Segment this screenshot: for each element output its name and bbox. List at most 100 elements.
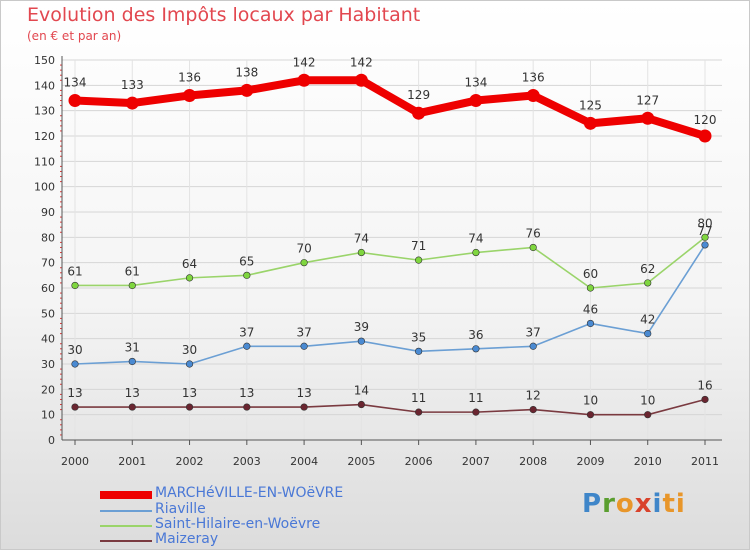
- data-label: 127: [636, 93, 659, 107]
- data-point: [185, 403, 194, 411]
- data-point: [357, 248, 365, 257]
- data-point: [71, 281, 79, 290]
- y-tick-label: 0: [48, 434, 55, 447]
- data-point: [300, 403, 308, 411]
- data-label: 136: [178, 70, 201, 84]
- data-point: [415, 408, 423, 416]
- y-tick-label: 80: [41, 231, 55, 244]
- legend-swatch: [100, 510, 152, 512]
- y-tick-label: 110: [34, 155, 55, 168]
- data-label: 30: [182, 343, 197, 357]
- data-point: [243, 403, 251, 411]
- data-point: [472, 408, 480, 416]
- data-point: [68, 94, 82, 108]
- series-line: [74, 244, 706, 365]
- data-point: [472, 248, 480, 257]
- data-point: [644, 411, 652, 419]
- data-point: [415, 347, 423, 355]
- data-label: 138: [235, 65, 258, 79]
- data-point: [586, 319, 595, 328]
- y-tick-label: 70: [41, 257, 55, 270]
- x-tick-label: 2010: [634, 455, 662, 468]
- x-tick-label: 2005: [347, 455, 375, 468]
- data-point: [526, 88, 540, 102]
- data-label: 133: [121, 78, 144, 92]
- data-label: 42: [640, 313, 655, 327]
- data-point: [185, 274, 194, 282]
- data-label: 74: [354, 232, 369, 246]
- y-tick-label: 100: [34, 181, 55, 194]
- legend-swatch: [100, 491, 152, 499]
- y-tick-label: 30: [41, 358, 55, 371]
- data-point: [644, 279, 652, 287]
- data-label: 13: [67, 386, 82, 400]
- data-label: 61: [125, 264, 140, 278]
- data-point: [128, 281, 136, 290]
- y-tick-label: 50: [41, 307, 55, 320]
- data-point: [529, 243, 537, 252]
- data-point: [297, 73, 311, 87]
- chart-subtitle: (en € et par an): [27, 29, 122, 43]
- y-tick-label: 130: [34, 105, 55, 118]
- data-point: [357, 400, 365, 409]
- data-label: 46: [583, 302, 598, 316]
- data-point: [243, 271, 251, 279]
- legend-label: Riaville: [155, 501, 206, 517]
- x-tick-label: 2006: [405, 455, 433, 468]
- series-line: [71, 76, 709, 140]
- data-label: 31: [125, 340, 140, 354]
- data-point: [469, 94, 483, 108]
- data-label: 129: [407, 88, 430, 102]
- data-point: [586, 284, 595, 292]
- data-point: [243, 342, 251, 350]
- x-tick-label: 2003: [233, 455, 261, 468]
- data-label: 16: [697, 378, 712, 392]
- data-point: [300, 342, 308, 350]
- data-point: [354, 73, 368, 87]
- proxiti-logo: Proxiti: [582, 489, 686, 519]
- data-point: [415, 256, 423, 264]
- data-label: 60: [583, 267, 598, 281]
- data-point: [698, 129, 712, 143]
- data-label: 37: [239, 325, 254, 339]
- data-label: 13: [125, 386, 140, 400]
- data-label: 10: [640, 394, 655, 408]
- data-point: [71, 403, 79, 411]
- data-label: 36: [468, 328, 483, 342]
- data-label: 70: [296, 242, 311, 256]
- data-point: [701, 241, 709, 249]
- data-point: [240, 83, 254, 97]
- data-point: [71, 360, 79, 368]
- y-tick-label: 90: [41, 206, 55, 219]
- data-point: [529, 342, 537, 350]
- data-label: 30: [67, 343, 82, 357]
- data-point: [357, 337, 365, 345]
- y-tick-label: 140: [34, 79, 55, 92]
- data-label: 13: [296, 386, 311, 400]
- data-point: [529, 406, 537, 414]
- data-label: 13: [239, 386, 254, 400]
- data-label: 125: [579, 98, 602, 112]
- y-tick-label: 150: [34, 54, 55, 67]
- x-tick-label: 2004: [290, 455, 318, 468]
- legend-label: Maizeray: [155, 531, 219, 547]
- data-label: 77: [697, 224, 712, 238]
- data-point: [472, 345, 480, 353]
- data-label: 35: [411, 330, 426, 344]
- data-label: 37: [296, 325, 311, 339]
- data-label: 134: [464, 76, 487, 90]
- legend-label: Saint-Hilaire-en-Woëvre: [155, 516, 321, 532]
- data-point: [300, 259, 308, 267]
- data-point: [412, 106, 426, 120]
- data-label: 136: [522, 70, 545, 84]
- data-label: 61: [67, 264, 82, 278]
- data-label: 142: [293, 55, 316, 69]
- x-tick-label: 2002: [176, 455, 204, 468]
- y-tick-label: 20: [41, 383, 55, 396]
- data-label: 37: [526, 325, 541, 339]
- data-label: 120: [694, 113, 717, 127]
- x-tick-label: 2008: [519, 455, 547, 468]
- legend-swatch: [100, 525, 152, 527]
- data-point: [583, 116, 597, 130]
- data-label: 14: [354, 384, 369, 398]
